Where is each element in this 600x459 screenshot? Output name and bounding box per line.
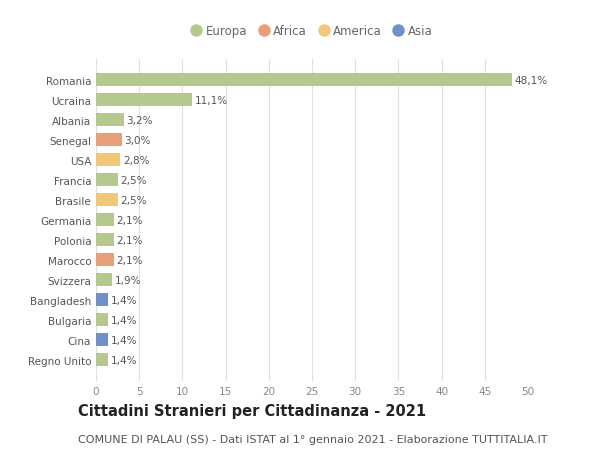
Text: 3,2%: 3,2% — [126, 116, 153, 126]
Bar — [96, 353, 108, 366]
Bar — [96, 334, 108, 347]
Text: 1,4%: 1,4% — [110, 315, 137, 325]
Bar — [96, 214, 114, 227]
Bar — [96, 74, 512, 87]
Bar — [96, 234, 114, 247]
Bar — [96, 194, 118, 207]
Text: 2,8%: 2,8% — [123, 156, 149, 166]
Text: 2,1%: 2,1% — [117, 235, 143, 245]
Text: 2,1%: 2,1% — [117, 255, 143, 265]
Bar — [96, 174, 118, 187]
Bar — [96, 294, 108, 307]
Text: 1,4%: 1,4% — [110, 295, 137, 305]
Text: Cittadini Stranieri per Cittadinanza - 2021: Cittadini Stranieri per Cittadinanza - 2… — [78, 403, 426, 419]
Text: 48,1%: 48,1% — [514, 76, 547, 86]
Bar — [96, 114, 124, 127]
Text: 2,5%: 2,5% — [120, 175, 146, 185]
Bar — [96, 313, 108, 326]
Bar — [96, 274, 112, 286]
Text: 11,1%: 11,1% — [194, 96, 227, 106]
Text: 3,0%: 3,0% — [125, 135, 151, 146]
Bar — [96, 154, 120, 167]
Text: COMUNE DI PALAU (SS) - Dati ISTAT al 1° gennaio 2021 - Elaborazione TUTTITALIA.I: COMUNE DI PALAU (SS) - Dati ISTAT al 1° … — [78, 434, 548, 443]
Legend: Europa, Africa, America, Asia: Europa, Africa, America, Asia — [187, 21, 437, 43]
Bar — [96, 254, 114, 267]
Bar — [96, 134, 122, 147]
Bar — [96, 94, 192, 107]
Text: 2,5%: 2,5% — [120, 196, 146, 205]
Text: 1,9%: 1,9% — [115, 275, 142, 285]
Text: 1,4%: 1,4% — [110, 355, 137, 365]
Text: 1,4%: 1,4% — [110, 335, 137, 345]
Text: 2,1%: 2,1% — [117, 215, 143, 225]
